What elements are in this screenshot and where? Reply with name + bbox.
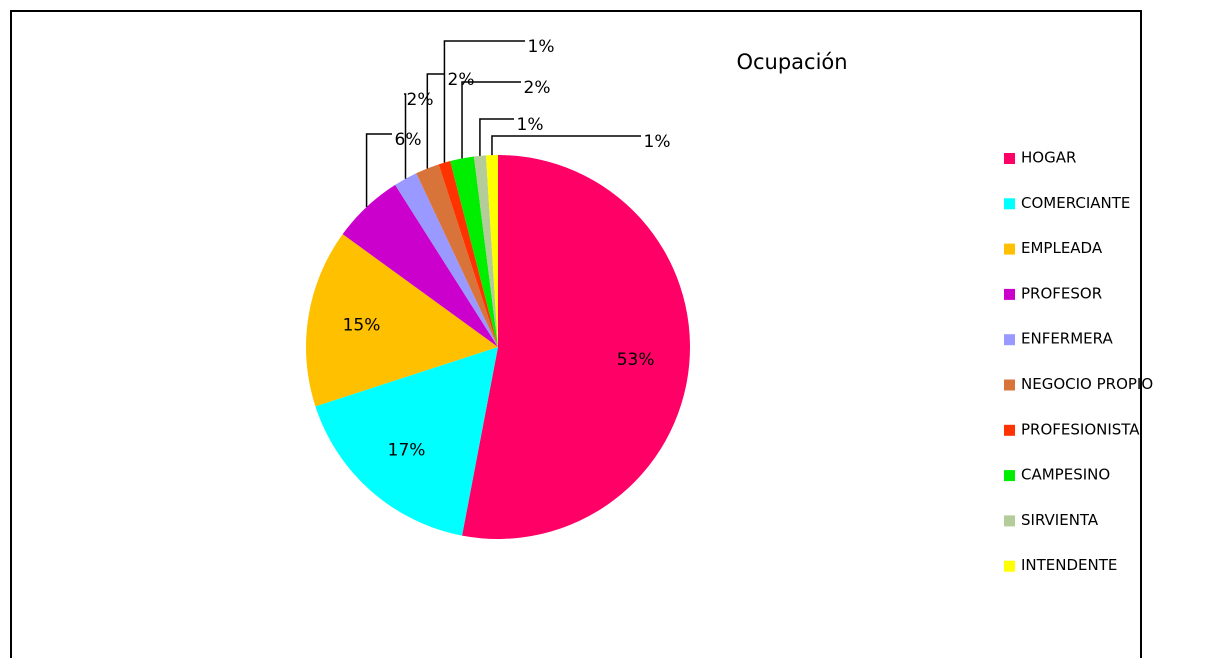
data-label: 2% xyxy=(448,70,475,90)
pie-slice xyxy=(450,156,498,347)
legend-swatch xyxy=(1004,288,1015,300)
legend-label: PROFESIONISTA xyxy=(1021,420,1140,438)
legend-swatch xyxy=(1004,560,1015,572)
frame xyxy=(10,10,1142,658)
pie-slice xyxy=(462,155,690,539)
legend-label: HOGAR xyxy=(1021,149,1076,167)
pie-slice xyxy=(395,173,498,347)
legend-label: EMPLEADA xyxy=(1021,239,1103,257)
legend-label: PROFESOR xyxy=(1021,284,1102,302)
data-label: 2% xyxy=(407,90,434,110)
chart-title: Ocupación xyxy=(736,50,847,74)
pie-slice xyxy=(315,347,498,536)
legend-swatch xyxy=(1004,198,1015,210)
data-label: 53% xyxy=(617,350,655,370)
leader-line xyxy=(491,135,641,156)
pie-slice xyxy=(416,164,498,347)
pie-slice xyxy=(306,234,498,407)
pie-slice xyxy=(342,184,498,347)
legend-label: ENFERMERA xyxy=(1021,330,1113,348)
legend-swatch xyxy=(1004,153,1015,164)
data-label: 2% xyxy=(524,78,551,98)
legend-label: SIRVIENTA xyxy=(1021,511,1099,529)
leader-line xyxy=(479,118,514,156)
pie-slice xyxy=(438,161,498,347)
data-label: 6% xyxy=(395,130,422,150)
leader-line xyxy=(365,133,392,208)
legend-label: NEGOCIO PROPIO xyxy=(1021,375,1153,393)
legend-swatch xyxy=(1004,515,1015,527)
data-label: 1% xyxy=(644,132,671,152)
leader-line xyxy=(461,81,521,159)
legend-swatch xyxy=(1004,379,1015,391)
legend-swatch xyxy=(1004,243,1015,255)
leader-line xyxy=(404,93,407,179)
legend-label: CAMPESINO xyxy=(1021,466,1110,484)
data-label: 17% xyxy=(388,441,426,461)
legend-swatch xyxy=(1004,470,1015,482)
data-label: 15% xyxy=(343,315,381,335)
leader-line xyxy=(443,40,525,163)
pie-slice xyxy=(485,155,498,347)
data-label: 1% xyxy=(528,37,555,57)
leader-line xyxy=(426,73,445,169)
legend-label: COMERCIANTE xyxy=(1021,194,1130,212)
pie-slice xyxy=(473,155,498,347)
data-label: 1% xyxy=(517,115,544,135)
legend-label: INTENDENTE xyxy=(1021,556,1117,574)
legend-swatch xyxy=(1004,334,1015,346)
legend-swatch xyxy=(1004,424,1015,436)
